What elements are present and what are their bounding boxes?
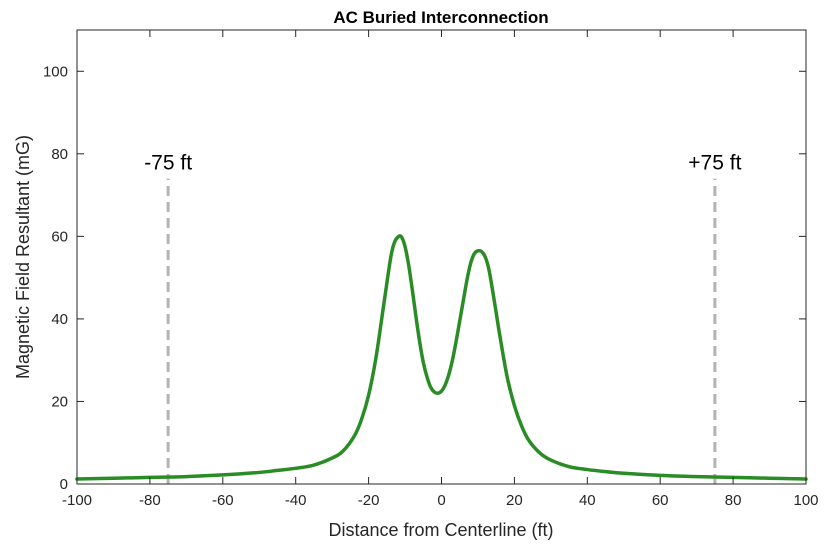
axis-ticks: -100 -80 -60 -40 -20 0 20 40 60 80 100 0 20 40 60 80 100	[43, 30, 819, 509]
x-tick-label: 100	[793, 492, 818, 509]
chart-title: AC Buried Interconnection	[333, 8, 548, 27]
reference-line-label: +75 ft	[688, 151, 741, 174]
x-tick-label: -60	[212, 492, 234, 509]
x-tick-label: -80	[139, 492, 161, 509]
y-tick-label: 0	[60, 476, 68, 493]
plot-area: -75 ft +75 ft	[75, 151, 808, 484]
y-axis-label: Magnetic Field Resultant (mG)	[13, 135, 33, 379]
x-tick-label: 0	[437, 492, 445, 509]
x-tick-label: 80	[725, 492, 742, 509]
x-tick-label: -20	[358, 492, 380, 509]
y-tick-label: 80	[51, 146, 68, 163]
series-line	[75, 234, 808, 481]
axes-frame	[76, 29, 807, 485]
reference-line-label: -75 ft	[144, 151, 192, 174]
y-tick-label: 20	[51, 393, 68, 410]
x-axis-label: Distance from Centerline (ft)	[328, 520, 553, 540]
y-tick-label: 60	[51, 228, 68, 245]
x-tick-label: -100	[62, 492, 92, 509]
x-tick-label: 20	[506, 492, 523, 509]
y-tick-label: 40	[51, 311, 68, 328]
x-tick-label: -40	[285, 492, 307, 509]
y-tick-label: 100	[43, 63, 68, 80]
x-tick-label: 40	[579, 492, 596, 509]
x-tick-label: 60	[652, 492, 669, 509]
